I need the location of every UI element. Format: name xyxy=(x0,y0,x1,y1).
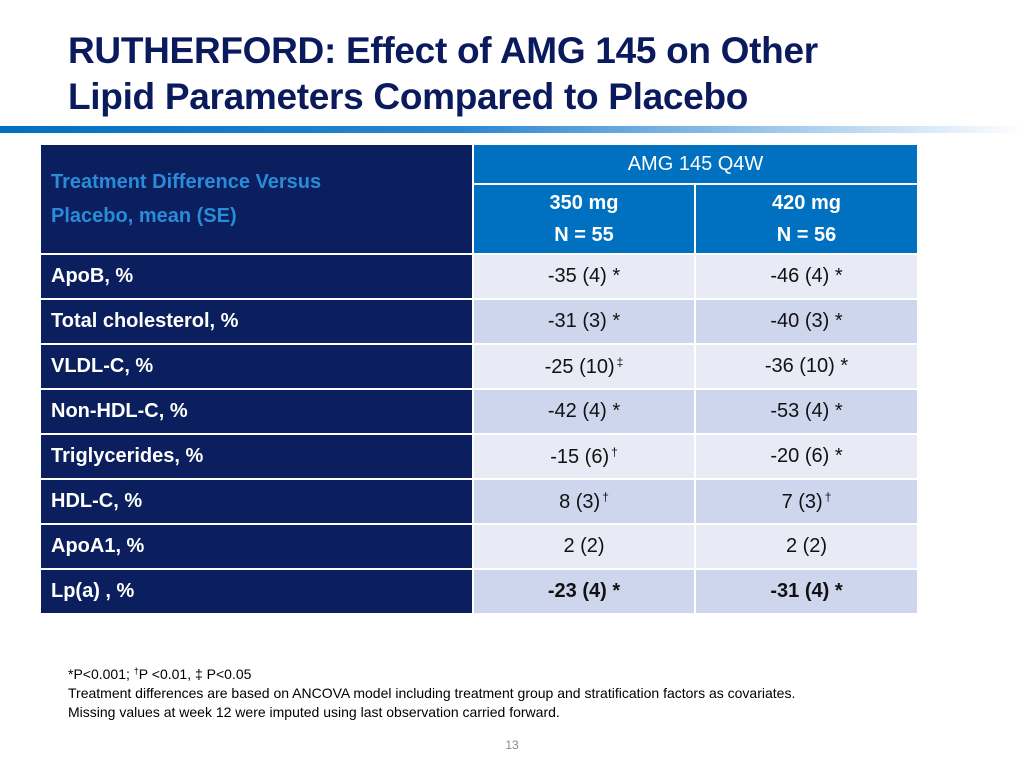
significance-mark: * xyxy=(612,265,621,287)
row-label: HDL-C, % xyxy=(39,478,474,525)
cell-350mg: -35 (4) * xyxy=(472,253,696,300)
table-row: VLDL-C, % -25 (10) ‡ -36 (10) * xyxy=(39,343,920,390)
row-label: Lp(a) , % xyxy=(39,568,474,615)
cell-value: -31 (3) xyxy=(547,310,607,332)
cell-value: -40 (3) xyxy=(770,310,830,332)
footnote-sig-part-2: P <0.01, ‡ P<0.05 xyxy=(138,666,252,682)
row-label: Non-HDL-C, % xyxy=(39,388,474,435)
slide-title-line-2: Lipid Parameters Compared to Placebo xyxy=(68,76,749,117)
table-row: HDL-C, % 8 (3) † 7 (3) † xyxy=(39,478,920,525)
row-label: Total cholesterol, % xyxy=(39,298,474,345)
table-header-row-group: Treatment Difference Versus Placebo, mea… xyxy=(39,143,920,255)
table-row: Triglycerides, % -15 (6) † -20 (6) * xyxy=(39,433,920,480)
significance-mark: * xyxy=(834,400,843,422)
column-n: N = 55 xyxy=(554,224,614,246)
lipid-parameters-table: Treatment Difference Versus Placebo, mea… xyxy=(39,143,920,615)
cell-value: 8 (3) xyxy=(559,490,601,513)
footnote-significance: *P<0.001; †P <0.01, ‡ P<0.05 xyxy=(68,662,1008,684)
significance-mark: † xyxy=(602,489,609,504)
cell-value: 7 (3) xyxy=(781,490,823,513)
footnote-sig-part-1: *P<0.001; xyxy=(68,666,134,682)
significance-mark: † xyxy=(611,444,618,459)
significance-mark: * xyxy=(834,445,843,467)
cell-value: -36 (10) xyxy=(764,355,835,377)
row-label: Triglycerides, % xyxy=(39,433,474,480)
significance-mark: * xyxy=(840,355,849,377)
title-accent-bar xyxy=(0,126,1024,133)
cell-value: -46 (4) xyxy=(770,265,830,287)
footnote-method: Treatment differences are based on ANCOV… xyxy=(68,685,796,701)
cell-350mg: -25 (10) ‡ xyxy=(472,343,696,390)
footnote-imputation: Missing values at week 12 were imputed u… xyxy=(68,704,560,720)
cell-420mg: -31 (4) * xyxy=(693,568,920,615)
significance-mark: † xyxy=(824,489,832,504)
row-header-label: Treatment Difference Versus Placebo, mea… xyxy=(39,143,474,255)
cell-value: -53 (4) xyxy=(770,400,830,422)
cell-420mg: -36 (10) * xyxy=(693,343,920,390)
row-label: ApoA1, % xyxy=(39,523,474,570)
cell-420mg: 2 (2) xyxy=(693,523,920,570)
column-header-350mg: 350 mg N = 55 xyxy=(472,183,696,255)
table-row: Lp(a) , % -23 (4) * -31 (4) * xyxy=(39,568,920,615)
cell-350mg: -42 (4) * xyxy=(472,388,696,435)
column-header-420mg: 420 mg N = 56 xyxy=(693,183,920,255)
column-n: N = 56 xyxy=(776,224,837,246)
column-dose: 420 mg xyxy=(772,192,841,214)
cell-350mg: -31 (3) * xyxy=(472,298,696,345)
cell-value: -25 (10) xyxy=(544,355,615,378)
cell-420mg: -20 (6) * xyxy=(693,433,920,480)
cell-value: -31 (4) xyxy=(770,580,830,602)
table-row: Total cholesterol, % -31 (3) * -40 (3) * xyxy=(39,298,920,345)
cell-350mg: 2 (2) xyxy=(472,523,696,570)
significance-mark: * xyxy=(834,265,843,287)
group-header: AMG 145 Q4W xyxy=(471,143,920,185)
table-header-row-dose: 350 mg N = 55 420 mg N = 56 xyxy=(40,183,920,255)
footnotes: *P<0.001; †P <0.01, ‡ P<0.05 Treatment d… xyxy=(68,662,1008,722)
cell-value: -35 (4) xyxy=(547,265,607,287)
table-row: ApoB, % -35 (4) * -46 (4) * xyxy=(39,253,920,300)
slide-title-line-1: RUTHERFORD: Effect of AMG 145 on Other xyxy=(68,30,818,71)
slide-title: RUTHERFORD: Effect of AMG 145 on Other L… xyxy=(68,28,1008,120)
cell-value: 2 (2) xyxy=(785,535,828,557)
page-number: 13 xyxy=(505,738,519,752)
cell-350mg: -15 (6) † xyxy=(472,433,696,480)
cell-420mg: -53 (4) * xyxy=(693,388,920,435)
significance-mark: * xyxy=(612,310,621,332)
cell-420mg: -46 (4) * xyxy=(693,253,920,300)
row-label: ApoB, % xyxy=(39,253,474,300)
cell-420mg: -40 (3) * xyxy=(693,298,920,345)
cell-value: -20 (6) xyxy=(770,445,830,467)
cell-value: -15 (6) xyxy=(550,445,610,468)
row-header-label-line-1: Treatment Difference Versus xyxy=(51,171,322,193)
significance-mark: * xyxy=(612,580,621,602)
cell-350mg: -23 (4) * xyxy=(472,568,696,615)
table-row: ApoA1, % 2 (2) 2 (2) xyxy=(39,523,920,570)
row-label: VLDL-C, % xyxy=(39,343,474,390)
significance-mark: ‡ xyxy=(616,354,624,369)
significance-mark: * xyxy=(834,580,843,602)
cell-value: -42 (4) xyxy=(547,400,607,422)
significance-mark: * xyxy=(612,400,621,422)
significance-mark: * xyxy=(834,310,843,332)
column-dose: 350 mg xyxy=(549,192,619,214)
footnote-dagger: † xyxy=(133,666,139,676)
cell-value: -23 (4) xyxy=(547,580,607,602)
cell-value: 2 (2) xyxy=(563,535,605,557)
cell-350mg: 8 (3) † xyxy=(472,478,696,525)
cell-420mg: 7 (3) † xyxy=(693,478,920,525)
table-row: Non-HDL-C, % -42 (4) * -53 (4) * xyxy=(39,388,920,435)
row-header-label-line-2: Placebo, mean (SE) xyxy=(51,205,237,227)
